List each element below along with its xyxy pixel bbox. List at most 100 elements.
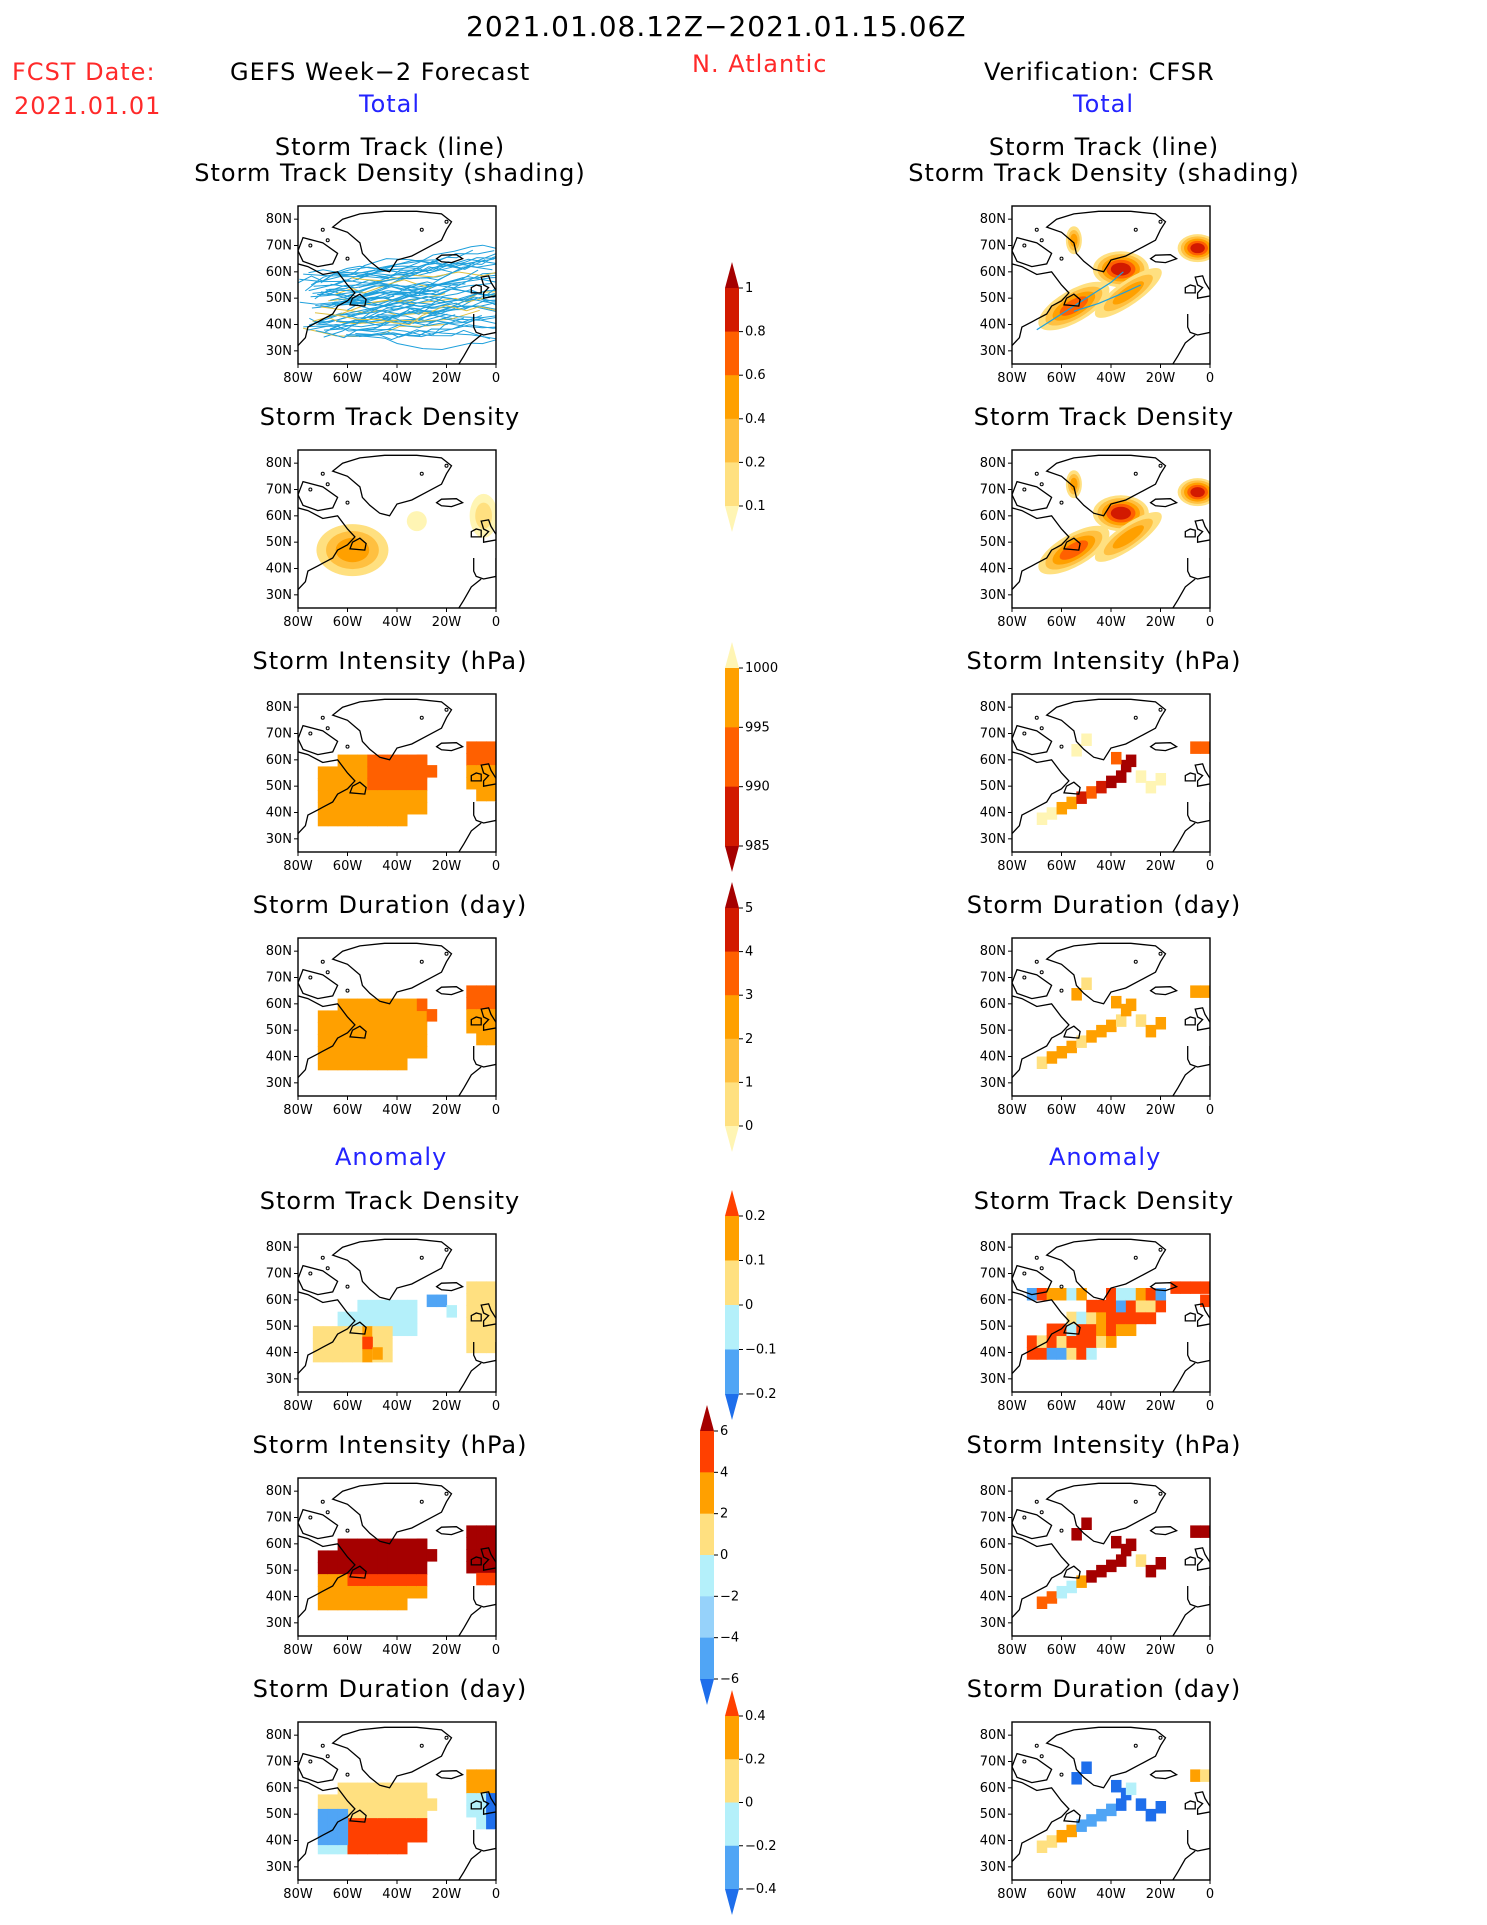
anom-density-cell xyxy=(1066,1347,1077,1360)
lat-tick-label: 40N xyxy=(266,1050,292,1065)
coastline-ireland xyxy=(1184,772,1196,782)
intensity-cell xyxy=(397,801,408,815)
coastline-newfoundland xyxy=(349,537,367,551)
lat-tick-label: 50N xyxy=(266,1023,292,1038)
intensity-cell xyxy=(486,776,496,790)
lon-tick-label: 20W xyxy=(432,1643,462,1658)
coastline-iceland xyxy=(435,1526,465,1536)
panel-title-anom-duration-right: Storm Duration (day) xyxy=(966,1675,1242,1703)
lat-tick-label: 30N xyxy=(266,1076,292,1091)
island xyxy=(1034,959,1039,964)
lon-tick-label: 40W xyxy=(1096,1887,1126,1902)
storm-track-line xyxy=(320,259,486,284)
duration-cell xyxy=(347,1057,358,1071)
anom-density-cell xyxy=(466,1293,477,1306)
anom-intensity-cell xyxy=(486,1525,496,1538)
anom-density-cell xyxy=(312,1338,324,1351)
duration-cell xyxy=(327,1057,339,1071)
anom-duration-cell xyxy=(387,1806,398,1819)
duration-cell xyxy=(466,985,477,998)
anom-intensity-cell xyxy=(416,1538,428,1552)
anom-intensity-cell xyxy=(377,1550,388,1563)
anom-intensity-cell xyxy=(387,1585,398,1599)
colorbar-segment xyxy=(725,786,739,847)
lat-tick-label: 40N xyxy=(266,1834,292,1849)
anom-duration-cell xyxy=(406,1806,418,1819)
colorbar-label: −2 xyxy=(720,1589,739,1604)
anom-duration-cell xyxy=(476,1804,487,1818)
anom-intensity-cell xyxy=(337,1550,349,1563)
storm-tracks-group xyxy=(1036,271,1141,331)
lat-tick-label: 70N xyxy=(266,1267,292,1282)
coastline-group xyxy=(298,698,496,852)
duration-cell xyxy=(416,1022,428,1035)
anom-intensity-cell xyxy=(397,1574,408,1587)
coastline-greenland xyxy=(1045,210,1167,273)
anom-density-cell xyxy=(1115,1299,1127,1313)
anom-duration-cell xyxy=(387,1794,398,1807)
colorbar-top-triangle xyxy=(725,642,739,668)
intensity-cell xyxy=(466,741,477,754)
anom-intensity-cell xyxy=(367,1574,378,1587)
coastline-britain xyxy=(1194,519,1210,543)
duration-cell xyxy=(357,998,368,1012)
lat-tick-label: 80N xyxy=(266,1484,292,1499)
coastline-newfoundland xyxy=(349,1809,367,1823)
anom-density-cell xyxy=(1036,1335,1048,1348)
lat-tick-label: 70N xyxy=(266,483,292,498)
anom-density-cell xyxy=(397,1299,408,1313)
anom-density-cell xyxy=(476,1281,487,1294)
panel-title-intensity-right: Storm Intensity (hPa) xyxy=(966,647,1242,675)
lat-tick-label: 50N xyxy=(266,291,292,306)
map-track-line-right: 80N 70N 60N 50N 40N 30N 80W 60W 40W 20W 0 xyxy=(980,205,1214,386)
island xyxy=(320,471,325,476)
lat-tick-label: 60N xyxy=(980,509,1006,524)
anom-duration-cell xyxy=(347,1806,358,1819)
right-total-label: Total xyxy=(1073,90,1135,118)
intensity-cell xyxy=(327,801,339,815)
colorbar-label: 0.8 xyxy=(745,325,766,340)
coastline-greenland xyxy=(331,1482,453,1545)
anom-intensity-cell xyxy=(1115,1554,1127,1567)
lon-tick-label: 80W xyxy=(283,1103,313,1118)
coastline-ireland xyxy=(470,1016,482,1026)
anom-intensity-cell xyxy=(367,1562,378,1575)
lat-tick-label: 60N xyxy=(980,1781,1006,1796)
intensity-cell xyxy=(1125,754,1137,768)
duration-cell xyxy=(327,1022,339,1035)
anom-intensity-cell xyxy=(357,1550,368,1563)
anom-density-cell xyxy=(1076,1311,1087,1325)
coastline-africa xyxy=(458,1850,482,1880)
island xyxy=(1133,1255,1138,1260)
duration-cell xyxy=(357,1034,368,1047)
coastline-greenland xyxy=(1045,1238,1167,1301)
coastline-greenland xyxy=(331,698,453,761)
duration-cell xyxy=(1096,1024,1107,1038)
coastline-iceland xyxy=(435,254,465,264)
lat-tick-label: 60N xyxy=(266,997,292,1012)
anom-intensity-cell xyxy=(406,1585,418,1599)
anom-intensity-cell xyxy=(397,1538,408,1552)
anom-intensity-cell xyxy=(377,1597,388,1611)
lon-tick-label: 20W xyxy=(1146,1103,1176,1118)
density-blob-group xyxy=(469,493,496,538)
island xyxy=(1034,1499,1039,1504)
anom-duration-cell xyxy=(486,1804,496,1818)
lat-tick-label: 60N xyxy=(980,997,1006,1012)
duration-cell xyxy=(416,1010,428,1023)
anom-density-cell xyxy=(476,1293,487,1306)
island xyxy=(1034,1743,1039,1748)
anom-density-cell xyxy=(1155,1287,1167,1301)
anom-intensity-cell xyxy=(387,1562,398,1575)
intensity-cell xyxy=(357,790,368,803)
colorbar-bottom-triangle xyxy=(725,506,739,532)
intensity-cell xyxy=(1036,812,1048,825)
anom-intensity-cell xyxy=(476,1525,487,1538)
lon-tick-label: 60W xyxy=(1047,615,1077,630)
coastline-group xyxy=(298,942,496,1096)
anom-duration-cell xyxy=(357,1829,368,1843)
anom-intensity-cell xyxy=(406,1550,418,1563)
island xyxy=(419,1499,424,1504)
lat-tick-label: 40N xyxy=(980,562,1006,577)
storm-track-line xyxy=(331,275,496,305)
